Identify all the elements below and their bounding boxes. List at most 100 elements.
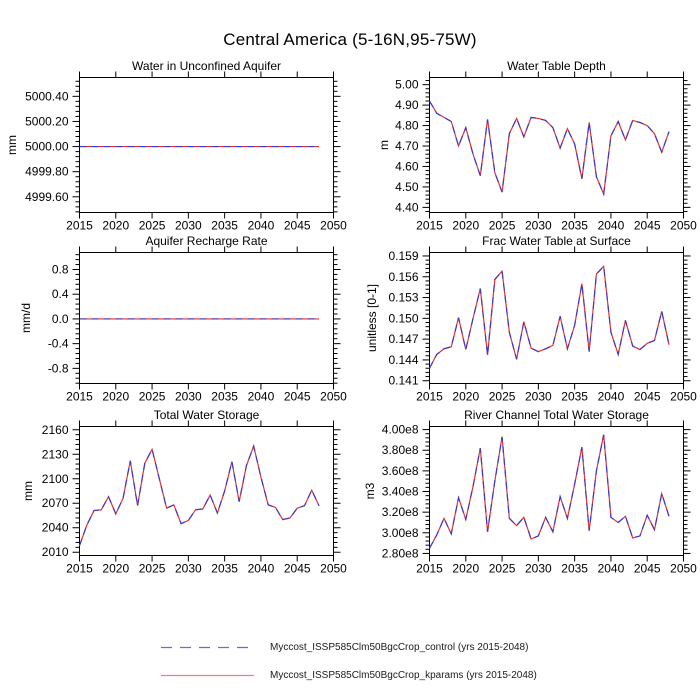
plot-frame — [79, 426, 334, 556]
figure-title: Central America (5-16N,95-75W) — [223, 30, 477, 49]
y-tick-label: -0.4 — [48, 337, 69, 351]
y-tick-label: 4.80 — [395, 119, 419, 133]
x-tick-label: 2015 — [416, 219, 443, 233]
legend-label-kparams: Myccost_ISSP585Clm50BgcCrop_kparams (yrs… — [270, 670, 537, 681]
x-tick-label: 2020 — [452, 562, 479, 576]
x-tick-label: 2015 — [66, 562, 93, 576]
y-tick-label: -0.8 — [48, 361, 69, 375]
series-control-line — [428, 434, 670, 549]
legend: Myccost_ISSP585Clm50BgcCrop_control (yrs… — [160, 641, 537, 682]
y-tick-label: 2100 — [42, 472, 69, 486]
y-tick-label: 2.80e8 — [382, 546, 419, 560]
y-tick-label: 4999.60 — [25, 190, 69, 204]
y-tick-label: 2040 — [42, 521, 69, 535]
x-tick-label: 2020 — [452, 390, 479, 404]
panel-title: Water in Unconfined Aquifer — [132, 59, 281, 73]
x-tick-label: 2050 — [320, 562, 347, 576]
x-tick-label: 2015 — [416, 390, 443, 404]
x-tick-label: 2030 — [525, 219, 552, 233]
y-axis-label: unitless [0-1] — [365, 284, 379, 352]
x-tick-label: 2040 — [598, 390, 625, 404]
x-tick-label: 2040 — [598, 562, 625, 576]
x-tick-label: 2015 — [416, 562, 443, 576]
y-tick-label: 4.90 — [395, 98, 419, 112]
y-tick-label: 0.0 — [52, 312, 69, 326]
y-tick-label: 4.70 — [395, 139, 419, 153]
x-tick-label: 2045 — [634, 562, 661, 576]
chart-total-water-storage: Total Water Storage mm 2015 2020 2025 2030 203… — [21, 408, 347, 576]
chart-river-channel-total-water-storage: River Channel Total Water Storage m3 2015 2… — [363, 408, 697, 576]
panel-title: River Channel Total Water Storage — [464, 408, 649, 422]
x-tick-label: 2050 — [670, 219, 697, 233]
y-tick-label: 4999.80 — [25, 165, 69, 179]
y-tick-label: 0.8 — [52, 262, 69, 276]
y-axis-label: m — [377, 140, 391, 150]
y-tick-label: 4.40 — [395, 200, 419, 214]
x-tick-label: 2030 — [175, 562, 202, 576]
y-axis-label: mm/d — [19, 303, 33, 333]
series-control-line — [428, 100, 670, 197]
x-tick-label: 2045 — [284, 390, 311, 404]
series-kparams-line — [428, 265, 670, 369]
y-tick-label: 4.50 — [395, 180, 419, 194]
legend-entry-kparams: Myccost_ISSP585Clm50BgcCrop_kparams (yrs… — [160, 669, 537, 682]
panel-title: Water Table Depth — [507, 59, 606, 73]
x-tick-label: 2050 — [320, 390, 347, 404]
x-tick-label: 2035 — [211, 390, 238, 404]
solid-line-sample — [161, 674, 254, 677]
x-tick-label: 2020 — [102, 219, 129, 233]
series-kparams-line — [78, 444, 320, 546]
y-axis-label: mm — [21, 481, 35, 501]
x-tick-label: 2045 — [634, 390, 661, 404]
y-tick-label: 2010 — [42, 545, 69, 559]
dashed-line-sample — [161, 646, 254, 649]
legend-label-control: Myccost_ISSP585Clm50BgcCrop_control (yrs… — [270, 642, 529, 653]
y-tick-label: 5000.20 — [25, 114, 69, 128]
x-tick-label: 2025 — [489, 219, 516, 233]
y-tick-label: 0.159 — [388, 249, 418, 263]
y-tick-label: 3.60e8 — [382, 464, 419, 478]
x-tick-label: 2030 — [525, 390, 552, 404]
y-tick-label: 5000.40 — [25, 89, 69, 103]
y-tick-label: 0.153 — [388, 291, 418, 305]
y-tick-label: 3.20e8 — [382, 505, 419, 519]
plot-frame — [429, 252, 684, 384]
x-tick-label: 2015 — [66, 390, 93, 404]
y-tick-label: 2130 — [42, 447, 69, 461]
legend-entry-control: Myccost_ISSP585Clm50BgcCrop_control (yrs… — [160, 641, 537, 654]
y-tick-label: 3.00e8 — [382, 526, 419, 540]
y-tick-label: 4.60 — [395, 159, 419, 173]
series-control-line — [428, 265, 670, 369]
series-control-line — [78, 444, 320, 546]
chart-water-table-depth: Water Table Depth m 2015 2020 2025 2030 2035 20… — [377, 59, 697, 233]
x-tick-label: 2035 — [211, 562, 238, 576]
x-tick-label: 2030 — [175, 219, 202, 233]
x-tick-label: 2045 — [634, 219, 661, 233]
panel-title: Frac Water Table at Surface — [482, 234, 631, 248]
series-kparams-line — [428, 100, 670, 197]
x-tick-label: 2025 — [139, 219, 166, 233]
chart-frac-water-table-at-surface: Frac Water Table at Surface unitless [0-1… — [365, 234, 697, 404]
plot-frame — [429, 426, 684, 556]
x-tick-label: 2050 — [320, 219, 347, 233]
y-tick-label: 4.00e8 — [382, 423, 419, 437]
x-tick-label: 2025 — [489, 562, 516, 576]
y-tick-label: 3.80e8 — [382, 443, 419, 457]
y-tick-label: 5.00 — [395, 78, 419, 92]
x-tick-label: 2035 — [211, 219, 238, 233]
plot-frame — [79, 252, 334, 384]
y-tick-label: 2070 — [42, 496, 69, 510]
y-axis-label: m3 — [363, 482, 377, 499]
y-tick-label: 5000.00 — [25, 140, 69, 154]
x-tick-label: 2030 — [525, 562, 552, 576]
x-tick-label: 2025 — [139, 562, 166, 576]
x-tick-label: 2045 — [284, 219, 311, 233]
x-tick-label: 2025 — [489, 390, 516, 404]
y-tick-label: 0.141 — [388, 374, 418, 388]
chart-water-in-unconfined-aquifer: Water in Unconfined Aquifer mm 2015 2020 202… — [5, 59, 347, 233]
y-tick-label: 0.4 — [52, 287, 69, 301]
x-tick-label: 2025 — [139, 390, 166, 404]
x-tick-label: 2020 — [102, 562, 129, 576]
plot-frame — [79, 77, 334, 213]
